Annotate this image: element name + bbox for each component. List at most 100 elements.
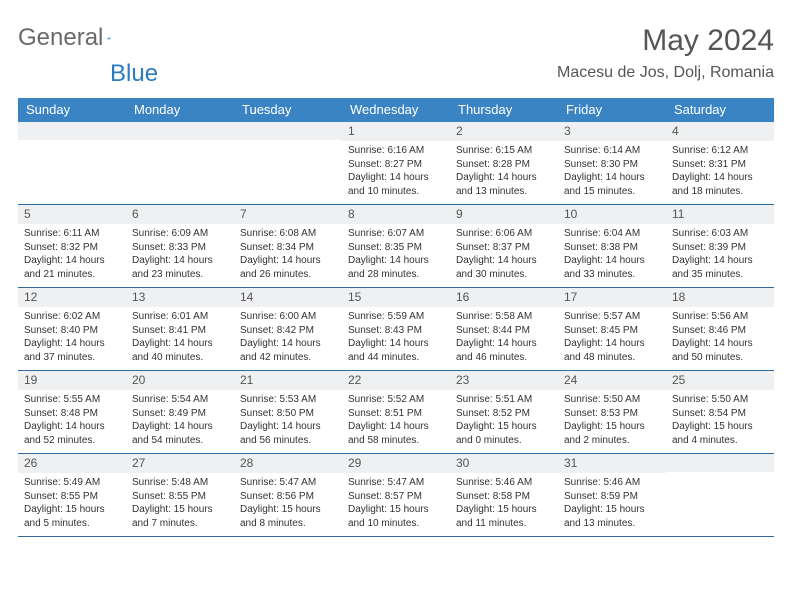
day-body: Sunrise: 6:08 AMSunset: 8:34 PMDaylight:… bbox=[234, 224, 342, 287]
day-line: Daylight: 14 hours bbox=[24, 254, 120, 268]
day-number: 5 bbox=[18, 205, 126, 224]
day-line: and 42 minutes. bbox=[240, 351, 336, 365]
day-body: Sunrise: 6:06 AMSunset: 8:37 PMDaylight:… bbox=[450, 224, 558, 287]
day-body: Sunrise: 5:56 AMSunset: 8:46 PMDaylight:… bbox=[666, 307, 774, 370]
day-line: Sunrise: 6:09 AM bbox=[132, 227, 228, 241]
day-line: and 44 minutes. bbox=[348, 351, 444, 365]
day-line: Daylight: 14 hours bbox=[240, 420, 336, 434]
day-number: 4 bbox=[666, 122, 774, 141]
day-line: and 2 minutes. bbox=[564, 434, 660, 448]
day-cell bbox=[18, 122, 126, 204]
day-line: Sunrise: 5:55 AM bbox=[24, 393, 120, 407]
day-line: and 21 minutes. bbox=[24, 268, 120, 282]
day-line: Sunset: 8:58 PM bbox=[456, 490, 552, 504]
day-line: Sunrise: 6:08 AM bbox=[240, 227, 336, 241]
day-line: Daylight: 14 hours bbox=[240, 337, 336, 351]
weekday-thu: Thursday bbox=[450, 98, 558, 122]
day-body: Sunrise: 6:16 AMSunset: 8:27 PMDaylight:… bbox=[342, 141, 450, 204]
weekday-tue: Tuesday bbox=[234, 98, 342, 122]
day-line: Sunrise: 5:51 AM bbox=[456, 393, 552, 407]
day-number: 29 bbox=[342, 454, 450, 473]
day-cell: 23Sunrise: 5:51 AMSunset: 8:52 PMDayligh… bbox=[450, 371, 558, 453]
day-cell: 31Sunrise: 5:46 AMSunset: 8:59 PMDayligh… bbox=[558, 454, 666, 536]
day-body: Sunrise: 5:58 AMSunset: 8:44 PMDaylight:… bbox=[450, 307, 558, 370]
logo-mark-icon bbox=[107, 29, 111, 47]
day-number: 2 bbox=[450, 122, 558, 141]
day-number: 15 bbox=[342, 288, 450, 307]
day-number: 18 bbox=[666, 288, 774, 307]
day-line: Sunrise: 6:15 AM bbox=[456, 144, 552, 158]
day-line: Daylight: 14 hours bbox=[348, 254, 444, 268]
day-line: Sunrise: 5:59 AM bbox=[348, 310, 444, 324]
calendar: Sunday Monday Tuesday Wednesday Thursday… bbox=[18, 98, 774, 537]
day-body: Sunrise: 6:12 AMSunset: 8:31 PMDaylight:… bbox=[666, 141, 774, 204]
day-line: Daylight: 14 hours bbox=[456, 337, 552, 351]
day-number: 6 bbox=[126, 205, 234, 224]
day-body: Sunrise: 5:54 AMSunset: 8:49 PMDaylight:… bbox=[126, 390, 234, 453]
day-line: Sunrise: 5:57 AM bbox=[564, 310, 660, 324]
day-number: 27 bbox=[126, 454, 234, 473]
weeks-container: 1Sunrise: 6:16 AMSunset: 8:27 PMDaylight… bbox=[18, 122, 774, 537]
day-line: Daylight: 14 hours bbox=[132, 337, 228, 351]
day-line: Daylight: 14 hours bbox=[24, 337, 120, 351]
day-line: and 0 minutes. bbox=[456, 434, 552, 448]
day-line: Sunset: 8:50 PM bbox=[240, 407, 336, 421]
day-line: Daylight: 15 hours bbox=[24, 503, 120, 517]
week-row: 5Sunrise: 6:11 AMSunset: 8:32 PMDaylight… bbox=[18, 205, 774, 288]
day-line: Sunrise: 5:46 AM bbox=[456, 476, 552, 490]
day-line: Daylight: 15 hours bbox=[564, 503, 660, 517]
day-line: Sunrise: 6:16 AM bbox=[348, 144, 444, 158]
day-line: Sunset: 8:57 PM bbox=[348, 490, 444, 504]
day-line: Sunset: 8:28 PM bbox=[456, 158, 552, 172]
day-line: Daylight: 14 hours bbox=[564, 337, 660, 351]
day-number: 26 bbox=[18, 454, 126, 473]
day-line: Sunrise: 6:01 AM bbox=[132, 310, 228, 324]
calendar-page: General May 2024 Macesu de Jos, Dolj, Ro… bbox=[0, 0, 792, 547]
title-block: May 2024 Macesu de Jos, Dolj, Romania bbox=[557, 24, 774, 82]
day-line: Sunset: 8:45 PM bbox=[564, 324, 660, 338]
day-body: Sunrise: 5:47 AMSunset: 8:56 PMDaylight:… bbox=[234, 473, 342, 536]
week-row: 26Sunrise: 5:49 AMSunset: 8:55 PMDayligh… bbox=[18, 454, 774, 537]
day-number: 25 bbox=[666, 371, 774, 390]
day-body: Sunrise: 5:57 AMSunset: 8:45 PMDaylight:… bbox=[558, 307, 666, 370]
day-cell: 2 Sunrise: 6:15 AMSunset: 8:28 PMDaylight… bbox=[450, 122, 558, 204]
day-line: Daylight: 15 hours bbox=[348, 503, 444, 517]
day-line: Daylight: 14 hours bbox=[132, 420, 228, 434]
day-cell: 16Sunrise: 5:58 AMSunset: 8:44 PMDayligh… bbox=[450, 288, 558, 370]
day-line: Sunrise: 5:50 AM bbox=[672, 393, 768, 407]
day-number: 16 bbox=[450, 288, 558, 307]
day-line: and 46 minutes. bbox=[456, 351, 552, 365]
day-line: Sunset: 8:51 PM bbox=[348, 407, 444, 421]
day-cell: 8Sunrise: 6:07 AMSunset: 8:35 PMDaylight… bbox=[342, 205, 450, 287]
day-number bbox=[126, 122, 234, 140]
day-line: Sunset: 8:39 PM bbox=[672, 241, 768, 255]
location-title: Macesu de Jos, Dolj, Romania bbox=[557, 64, 774, 82]
day-line: Sunset: 8:55 PM bbox=[132, 490, 228, 504]
day-cell: 29Sunrise: 5:47 AMSunset: 8:57 PMDayligh… bbox=[342, 454, 450, 536]
day-line: Daylight: 14 hours bbox=[456, 254, 552, 268]
day-cell: 20Sunrise: 5:54 AMSunset: 8:49 PMDayligh… bbox=[126, 371, 234, 453]
day-line: Sunset: 8:32 PM bbox=[24, 241, 120, 255]
day-cell: 30Sunrise: 5:46 AMSunset: 8:58 PMDayligh… bbox=[450, 454, 558, 536]
day-cell: 10Sunrise: 6:04 AMSunset: 8:38 PMDayligh… bbox=[558, 205, 666, 287]
day-line: Sunrise: 6:14 AM bbox=[564, 144, 660, 158]
day-cell: 19Sunrise: 5:55 AMSunset: 8:48 PMDayligh… bbox=[18, 371, 126, 453]
day-line: Daylight: 14 hours bbox=[564, 171, 660, 185]
day-number: 31 bbox=[558, 454, 666, 473]
day-line: Daylight: 14 hours bbox=[348, 420, 444, 434]
day-number bbox=[234, 122, 342, 140]
day-line: Sunset: 8:42 PM bbox=[240, 324, 336, 338]
day-cell bbox=[126, 122, 234, 204]
week-row: 12Sunrise: 6:02 AMSunset: 8:40 PMDayligh… bbox=[18, 288, 774, 371]
day-line: Daylight: 14 hours bbox=[672, 337, 768, 351]
day-cell: 1Sunrise: 6:16 AMSunset: 8:27 PMDaylight… bbox=[342, 122, 450, 204]
day-body: Sunrise: 5:50 AMSunset: 8:53 PMDaylight:… bbox=[558, 390, 666, 453]
day-line: Daylight: 15 hours bbox=[456, 503, 552, 517]
day-line: and 8 minutes. bbox=[240, 517, 336, 531]
day-line: Sunset: 8:59 PM bbox=[564, 490, 660, 504]
day-line: Daylight: 14 hours bbox=[456, 171, 552, 185]
day-line: Sunrise: 6:07 AM bbox=[348, 227, 444, 241]
weekday-wed: Wednesday bbox=[342, 98, 450, 122]
day-line: Daylight: 14 hours bbox=[348, 337, 444, 351]
day-number: 8 bbox=[342, 205, 450, 224]
